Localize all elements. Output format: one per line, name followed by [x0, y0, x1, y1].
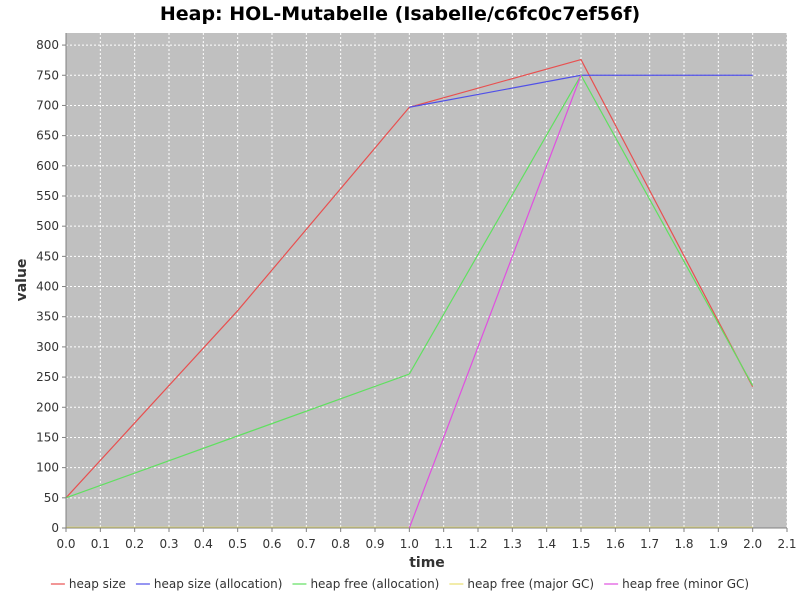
y-tick-label: 250 [36, 370, 59, 384]
y-tick-label: 650 [36, 129, 59, 143]
y-tick-label: 150 [36, 430, 59, 444]
x-tick-label: 2.0 [743, 537, 762, 551]
x-tick-label: 1.0 [400, 537, 419, 551]
legend-label-1: heap size (allocation) [154, 577, 283, 591]
y-tick-label: 50 [44, 491, 59, 505]
x-tick-label: 1.6 [606, 537, 625, 551]
plot-background [66, 33, 787, 528]
y-tick-label: 0 [51, 521, 59, 535]
y-tick-label: 750 [36, 68, 59, 82]
x-tick-label: 0.1 [91, 537, 110, 551]
x-tick-label: 1.3 [503, 537, 522, 551]
x-tick-label: 0.5 [228, 537, 247, 551]
x-tick-label: 1.8 [674, 537, 693, 551]
x-axis-label: time [409, 555, 445, 571]
x-tick-label: 0.2 [125, 537, 144, 551]
y-tick-label: 300 [36, 340, 59, 354]
y-axis-label: value [14, 259, 30, 302]
x-tick-label: 0.9 [365, 537, 384, 551]
plot-area [65, 33, 788, 529]
x-tick-label: 0.4 [194, 537, 213, 551]
y-tick-label: 600 [36, 159, 59, 173]
x-tick-label: 0.0 [56, 537, 75, 551]
y-tick-label: 200 [36, 400, 59, 414]
legend: heap size heap size (allocation) heap free… [50, 577, 749, 591]
legend-label-2: heap free (allocation) [310, 577, 439, 591]
x-tick-label: 1.7 [640, 537, 659, 551]
y-tick-label: 450 [36, 249, 59, 263]
y-tick-label: 350 [36, 310, 59, 324]
legend-label-0: heap size [69, 577, 126, 591]
series-line-4 [408, 75, 582, 529]
y-tick-label: 700 [36, 98, 59, 112]
x-tick-label: 0.7 [297, 537, 316, 551]
x-tick-label: 1.9 [709, 537, 728, 551]
x-tick-label: 1.4 [537, 537, 556, 551]
series-line-2 [65, 74, 754, 499]
x-tick-label: 0.6 [262, 537, 281, 551]
x-tick-label: 1.2 [468, 537, 487, 551]
legend-label-4: heap free (minor GC) [622, 577, 749, 591]
x-tick-label: 1.1 [434, 537, 453, 551]
x-tick-label: 1.5 [571, 537, 590, 551]
chart-title: Heap: HOL-Mutabelle (Isabelle/c6fc0c7ef5… [160, 3, 640, 25]
y-tick-label: 800 [36, 38, 59, 52]
x-tick-label: 0.3 [159, 537, 178, 551]
x-tick-label: 0.8 [331, 537, 350, 551]
x-tick-label: 2.1 [777, 537, 796, 551]
legend-label-3: heap free (major GC) [467, 577, 594, 591]
y-tick-label: 100 [36, 461, 59, 475]
y-tick-label: 400 [36, 280, 59, 294]
axis-ticks: 0 50 100 150 200 250 300 350 400 450 500 550 600 650 7… [36, 33, 797, 551]
y-tick-label: 500 [36, 219, 59, 233]
y-tick-label: 550 [36, 189, 59, 203]
